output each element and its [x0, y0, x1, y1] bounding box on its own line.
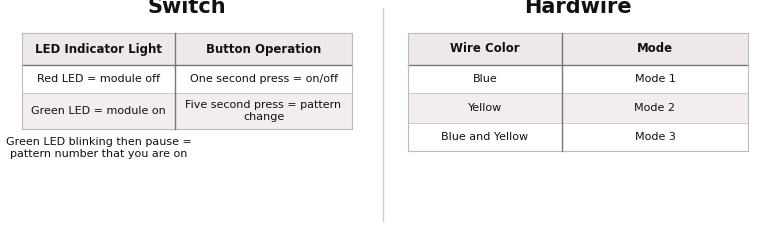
Text: Mode 2: Mode 2	[634, 103, 676, 113]
Text: Button Operation: Button Operation	[206, 43, 321, 55]
Bar	[408, 33, 748, 65]
Text: Mode 1: Mode 1	[634, 74, 676, 84]
Bar	[408, 93, 748, 123]
Text: LED Indicator Light: LED Indicator Light	[35, 43, 162, 55]
Bar	[22, 33, 352, 65]
Bar	[562, 33, 748, 65]
Text: Five second press = pattern
change: Five second press = pattern change	[185, 100, 342, 122]
Bar	[175, 93, 352, 129]
Text: Green LED blinking then pause =
pattern number that you are on: Green LED blinking then pause = pattern …	[5, 137, 192, 159]
Text: One second press = on/off: One second press = on/off	[189, 74, 338, 84]
Bar	[175, 33, 352, 65]
Text: Blue and Yellow: Blue and Yellow	[441, 132, 529, 142]
Text: Hardwire: Hardwire	[524, 0, 632, 17]
Text: Yellow: Yellow	[468, 103, 502, 113]
Bar	[175, 65, 352, 93]
Bar	[408, 123, 562, 151]
Text: Green LED = module on: Green LED = module on	[31, 106, 166, 116]
Text: Mode: Mode	[637, 43, 673, 55]
Bar	[22, 129, 175, 167]
Bar	[562, 93, 748, 123]
Bar	[22, 93, 352, 129]
Bar	[22, 65, 175, 93]
Bar	[22, 65, 352, 93]
Bar	[562, 123, 748, 151]
Bar	[562, 65, 748, 93]
Bar	[22, 93, 175, 129]
Bar	[408, 93, 562, 123]
Bar	[408, 65, 562, 93]
Bar	[408, 123, 748, 151]
Text: Wire Color: Wire Color	[450, 43, 520, 55]
Bar	[22, 33, 175, 65]
Text: Switch: Switch	[148, 0, 226, 17]
Text: Mode 3: Mode 3	[634, 132, 676, 142]
Text: Red LED = module off: Red LED = module off	[37, 74, 160, 84]
Bar	[408, 33, 562, 65]
Bar	[408, 65, 748, 93]
Text: Blue: Blue	[473, 74, 497, 84]
